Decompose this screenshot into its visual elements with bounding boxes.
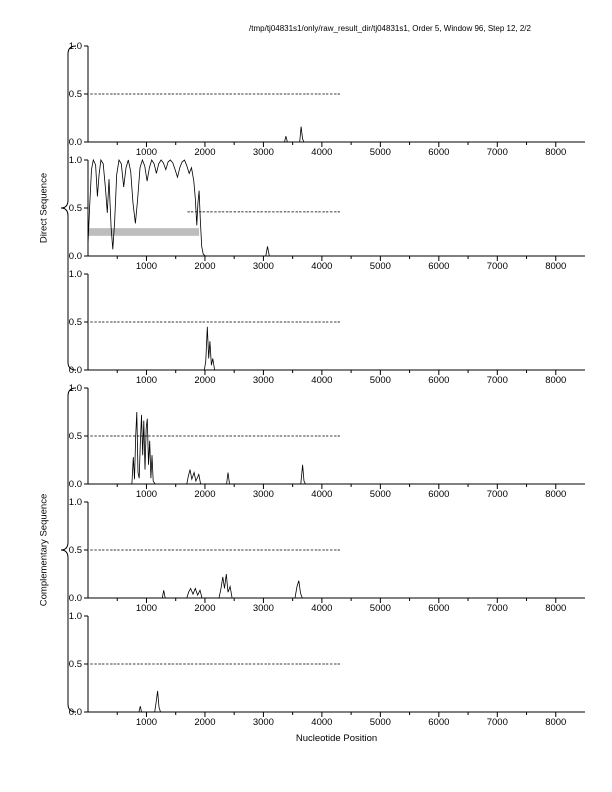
svg-text:0.0: 0.0 [69, 251, 82, 262]
svg-text:0.5: 0.5 [69, 89, 82, 100]
svg-text:6000: 6000 [428, 717, 449, 726]
svg-text:5000: 5000 [370, 261, 391, 270]
chart-panel-direct-3: 0.0 0.5 1.0 1000 2000 3000 4000 5000 6000 7000 800… [69, 270, 585, 384]
svg-text:1.0: 1.0 [69, 498, 82, 508]
svg-text:0.0: 0.0 [69, 707, 82, 718]
svg-text:0.5: 0.5 [69, 203, 82, 214]
svg-text:1000: 1000 [136, 375, 157, 384]
svg-text:7000: 7000 [487, 375, 508, 384]
svg-text:0.5: 0.5 [69, 431, 82, 442]
svg-text:2000: 2000 [194, 489, 215, 498]
svg-text:4000: 4000 [311, 603, 332, 612]
chart-panel-complementary-3: 0.0 0.5 1.0 1000 2000 3000 4000 5000 6000 7000 800… [69, 612, 585, 726]
svg-text:6000: 6000 [428, 603, 449, 612]
svg-text:2000: 2000 [194, 261, 215, 270]
svg-text:3000: 3000 [253, 489, 274, 498]
svg-text:0.0: 0.0 [69, 479, 82, 490]
svg-text:4000: 4000 [311, 375, 332, 384]
chart-panel-direct-2: 0.0 0.5 1.0 1000 2000 3000 4000 5000 6000 7000 800… [69, 156, 585, 270]
page-title: /tmp/tj04831s1/only/raw_result_dir/tj048… [249, 24, 531, 33]
chart-panel-complementary-2: 0.0 0.5 1.0 1000 2000 3000 4000 5000 6000 7000 800… [69, 498, 585, 612]
svg-text:1000: 1000 [136, 603, 157, 612]
svg-text:8000: 8000 [545, 489, 566, 498]
svg-text:6000: 6000 [428, 375, 449, 384]
svg-text:8000: 8000 [545, 261, 566, 270]
svg-text:6000: 6000 [428, 147, 449, 156]
svg-text:0.0: 0.0 [69, 365, 82, 376]
svg-text:7000: 7000 [487, 489, 508, 498]
svg-text:6000: 6000 [428, 489, 449, 498]
svg-text:5000: 5000 [370, 489, 391, 498]
svg-text:3000: 3000 [253, 147, 274, 156]
svg-text:1000: 1000 [136, 261, 157, 270]
svg-text:1.0: 1.0 [69, 612, 82, 622]
svg-text:8000: 8000 [545, 717, 566, 726]
svg-text:3000: 3000 [253, 603, 274, 612]
svg-text:0.5: 0.5 [69, 659, 82, 670]
chart-panel-complementary-1: 0.0 0.5 1.0 1000 2000 3000 4000 5000 6000 7000 800… [69, 384, 585, 498]
svg-text:7000: 7000 [487, 261, 508, 270]
svg-text:2000: 2000 [194, 147, 215, 156]
svg-text:0.5: 0.5 [69, 317, 82, 328]
svg-text:4000: 4000 [311, 261, 332, 270]
svg-text:5000: 5000 [370, 717, 391, 726]
svg-text:1000: 1000 [136, 717, 157, 726]
svg-text:5000: 5000 [370, 375, 391, 384]
svg-text:0.0: 0.0 [69, 593, 82, 604]
svg-text:7000: 7000 [487, 603, 508, 612]
svg-text:0.5: 0.5 [69, 545, 82, 556]
svg-text:8000: 8000 [545, 147, 566, 156]
svg-text:6000: 6000 [428, 261, 449, 270]
svg-text:7000: 7000 [487, 147, 508, 156]
svg-text:5000: 5000 [370, 147, 391, 156]
svg-text:3000: 3000 [253, 375, 274, 384]
svg-text:7000: 7000 [487, 717, 508, 726]
svg-text:4000: 4000 [311, 147, 332, 156]
svg-text:8000: 8000 [545, 603, 566, 612]
svg-text:1.0: 1.0 [69, 270, 82, 280]
chart-panel-direct-1: 0.0 0.5 1.0 1000 2000 3000 4000 5000 6000 7000 800… [69, 42, 585, 156]
svg-text:1000: 1000 [136, 147, 157, 156]
svg-text:5000: 5000 [370, 603, 391, 612]
x-axis-label: Nucleotide Position [295, 733, 378, 744]
svg-text:4000: 4000 [311, 489, 332, 498]
svg-text:1.0: 1.0 [69, 42, 82, 52]
svg-text:2000: 2000 [194, 717, 215, 726]
svg-text:2000: 2000 [194, 375, 215, 384]
panels-container: 0.0 0.5 1.0 1000 2000 3000 4000 5000 6000 7000 800… [0, 42, 612, 726]
svg-text:3000: 3000 [253, 717, 274, 726]
svg-text:1000: 1000 [136, 489, 157, 498]
svg-text:2000: 2000 [194, 603, 215, 612]
svg-text:0.0: 0.0 [69, 137, 82, 148]
svg-text:4000: 4000 [311, 717, 332, 726]
svg-text:3000: 3000 [253, 261, 274, 270]
svg-text:1.0: 1.0 [69, 156, 82, 166]
svg-text:8000: 8000 [545, 375, 566, 384]
svg-text:1.0: 1.0 [69, 384, 82, 394]
